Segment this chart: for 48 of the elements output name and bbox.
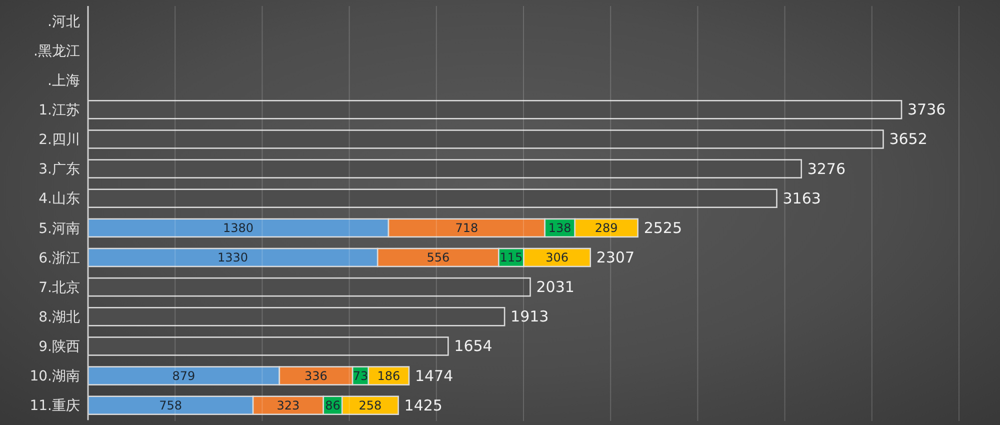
- data-label: 718: [455, 220, 478, 235]
- y-tick-label: 2.四川: [38, 132, 80, 148]
- data-label: 86: [325, 398, 340, 412]
- bar: [88, 336, 449, 356]
- total-label: 2307: [596, 248, 635, 266]
- total-label: 3652: [889, 130, 928, 148]
- bar: [88, 277, 531, 297]
- data-label: 336: [304, 368, 328, 383]
- bar: [88, 306, 506, 326]
- total-label: 1654: [454, 337, 492, 356]
- y-tick-label: 10.湖南: [30, 368, 80, 385]
- data-label: 758: [159, 398, 182, 412]
- y-tick-label: 9.陕西: [38, 339, 80, 356]
- y-tick-label: 7.北京: [38, 280, 80, 296]
- y-tick-label: 8.湖北: [38, 309, 80, 326]
- y-tick-label: .上海: [48, 72, 80, 89]
- total-label: 3163: [782, 189, 821, 208]
- data-label: 879: [172, 368, 196, 383]
- bar: [88, 159, 802, 178]
- total-label: 2525: [644, 218, 682, 237]
- y-tick-label: .河北: [48, 14, 80, 30]
- data-label: 115: [500, 250, 523, 264]
- data-label: 258: [358, 398, 382, 412]
- y-tick-label: .黑龙江: [34, 43, 80, 60]
- y-tick-label: 1.江苏: [38, 102, 80, 118]
- bar: [88, 188, 778, 208]
- bar: [88, 100, 902, 120]
- data-label: 1330: [218, 250, 248, 264]
- data-label: 186: [377, 368, 400, 383]
- data-label: 306: [546, 250, 568, 264]
- y-tick-label: 6.浙江: [38, 250, 80, 266]
- bar: [88, 130, 884, 149]
- data-label: 323: [276, 398, 300, 412]
- total-label: 3736: [908, 100, 946, 119]
- y-tick-label: 5.河南: [38, 220, 80, 237]
- y-tick-label: 3.广东: [38, 162, 80, 178]
- data-label: 556: [426, 250, 450, 264]
- y-tick-label: 4.山东: [38, 191, 80, 208]
- y-tick-label: 11.重庆: [30, 398, 80, 414]
- total-label: 3276: [807, 160, 846, 178]
- total-label: 1474: [414, 366, 454, 385]
- total-label: 1425: [404, 396, 442, 414]
- total-label: 1913: [510, 308, 549, 326]
- data-label: 73: [352, 368, 368, 383]
- data-label: 289: [594, 220, 618, 235]
- data-label: 1380: [222, 220, 254, 235]
- data-label: 138: [548, 220, 572, 235]
- total-label: 2031: [536, 278, 574, 296]
